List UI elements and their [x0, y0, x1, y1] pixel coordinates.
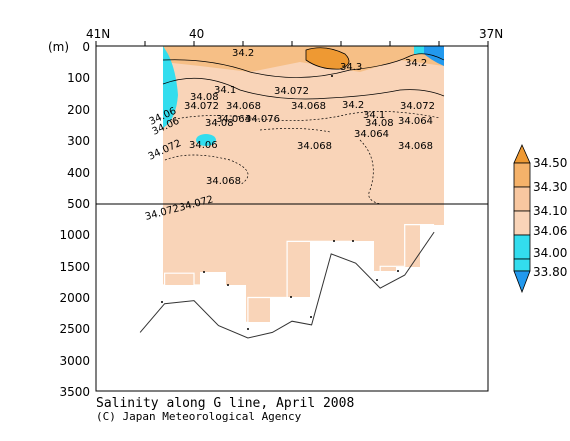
contour-label: 34.068 [226, 101, 261, 112]
contour-label: 34.064 [398, 116, 433, 127]
y-tick-upper-5: 500 [67, 197, 90, 211]
contour-label: 34.2 [232, 48, 254, 59]
y-tick-upper-0: 0 [82, 40, 90, 54]
chart-credit: (C) Japan Meteorological Agency [96, 410, 302, 423]
contour-lines [162, 53, 445, 205]
contour-label: 34.08 [190, 92, 219, 103]
station-marker [290, 296, 292, 298]
y-tick-upper-4: 400 [67, 166, 90, 180]
station-marker [161, 301, 163, 303]
contour-34-08 [169, 111, 441, 121]
colorbar-label-3: 34.06 [533, 224, 567, 238]
colorbar-bottom-arrow [513, 270, 531, 294]
contour-label: 34.068 [206, 176, 241, 187]
x-tick-1: 40 [189, 27, 204, 41]
contour-34-068 [359, 139, 381, 205]
colorbar: 34.50 34.30 34.10 34.06 34.00 33.80 [513, 144, 567, 294]
lower-y-ticks: 1000 1500 2000 2500 3000 3500 [59, 228, 90, 399]
contour-label: 34.2 [342, 100, 364, 111]
surface-band-fill [163, 46, 444, 72]
colorbar-top-arrow [513, 144, 531, 164]
chart-title: Salinity along G line, April 2008 [96, 396, 354, 411]
station-marker [331, 75, 333, 77]
y-tick-lower-1: 1500 [59, 260, 90, 274]
contour-label: 34.064 [354, 129, 389, 140]
blue-corner-patch [422, 46, 444, 66]
y-tick-lower-5: 3500 [59, 385, 90, 399]
colorbar-segment-1 [513, 162, 531, 188]
contour-label: 34.1 [363, 110, 385, 121]
deep-salinity-fill [163, 204, 444, 322]
contour-label: 34.072 [184, 101, 219, 112]
colorbar-label-2: 34.10 [533, 204, 567, 218]
y-tick-lower-3: 2500 [59, 322, 90, 336]
colorbar-segment-2 [513, 186, 531, 212]
lower-section-fill [163, 204, 444, 322]
station-marker [227, 284, 229, 286]
contour-label: 34.08 [205, 118, 234, 129]
colorbar-segment-5 [513, 258, 531, 272]
cyan-small-patch [196, 134, 216, 146]
station-marker [333, 240, 335, 242]
station-marker [352, 240, 354, 242]
station-marker [247, 328, 249, 330]
high-salinity-patch [305, 47, 350, 70]
contour-label: 34.2 [405, 58, 427, 69]
contour-label: 34.072 [274, 86, 309, 97]
colorbar-segment-4 [513, 234, 531, 260]
contour-label: 34.068 [398, 141, 433, 152]
y-unit-label: (m) [48, 40, 69, 54]
y-tick-lower-0: 1000 [59, 228, 90, 242]
contour-34-064 [259, 128, 331, 133]
colorbar-segment-3 [513, 210, 531, 236]
y-tick-upper-2: 200 [67, 103, 90, 117]
upper-section-fill [163, 46, 444, 204]
colorbar-label-1: 34.30 [533, 180, 567, 194]
cyan-left-patch [163, 46, 178, 128]
upper-y-ticks: 0 100 200 300 400 500 [67, 40, 90, 211]
lower-plot-frame [95, 203, 489, 392]
topography-line-1 [140, 224, 435, 323]
colorbar-label-4: 34.00 [533, 246, 567, 260]
station-marker [397, 270, 399, 272]
station-marker [203, 271, 205, 273]
contour-label: 34.08 [365, 118, 394, 129]
topography-line-2 [139, 231, 435, 339]
cyan-corner-strip [414, 46, 424, 54]
contour-34-072 [164, 154, 249, 186]
station-marker [310, 316, 312, 318]
station-marker [376, 279, 378, 281]
contour-label: 34.068 [291, 101, 326, 112]
contour-label: 34.076 [245, 114, 280, 125]
colorbar-label-5: 33.80 [533, 265, 567, 279]
contour-label: 34.3 [340, 62, 362, 73]
contour-label: 34.068 [297, 141, 332, 152]
contour-label: 34.06 [189, 140, 218, 151]
y-tick-upper-3: 300 [67, 134, 90, 148]
contour-label: 34.064 [216, 114, 251, 125]
y-tick-lower-2: 2000 [59, 291, 90, 305]
contour-label: 34.1 [214, 85, 236, 96]
contour-34-1 [162, 77, 445, 100]
y-tick-upper-1: 100 [67, 71, 90, 85]
station-markers [161, 75, 399, 330]
colorbar-label-0: 34.50 [533, 156, 567, 170]
y-tick-lower-4: 3000 [59, 354, 90, 368]
base-salinity-fill [163, 46, 444, 204]
contour-label: 34.072 [400, 101, 435, 112]
top-tick-marks [95, 41, 489, 46]
x-tick-0: 41N [86, 27, 110, 41]
bottom-topography [139, 224, 435, 339]
x-tick-2: 37N [479, 27, 503, 41]
contour-34-2 [162, 53, 445, 78]
